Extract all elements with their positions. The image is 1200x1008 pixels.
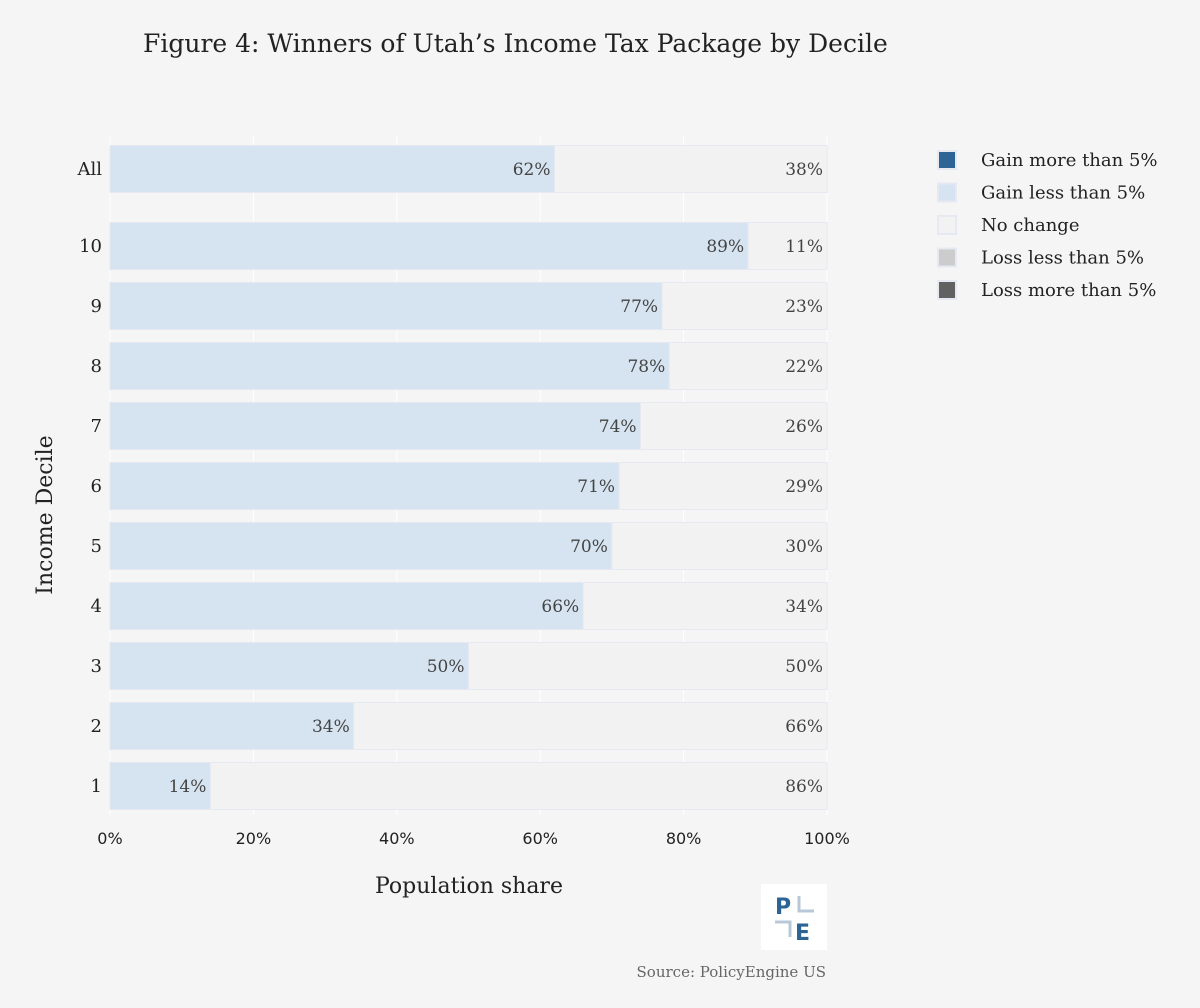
x-tick-label-3: 60% [522, 829, 558, 848]
category-label-8: 8 [91, 356, 102, 377]
legend-swatch-3 [937, 247, 957, 268]
bar-1-series-2 [209, 762, 828, 810]
x-tick-label-0: 0% [97, 829, 122, 848]
bar-7-series-2 [640, 402, 828, 450]
legend-swatch-2 [937, 215, 957, 235]
category-label-5: 5 [91, 536, 102, 557]
gain-label-9: 77% [620, 297, 658, 317]
legend-swatch-4 [937, 280, 957, 300]
bar-4-series-2 [582, 582, 828, 630]
bar-1-series-1 [109, 762, 211, 810]
legend-label-1: Gain less than 5% [981, 183, 1145, 204]
x-tick-label-5: 100% [804, 829, 850, 848]
gain-label-2: 34% [312, 717, 350, 737]
gain-label-6: 71% [577, 477, 615, 497]
bar-8-series-2 [668, 342, 828, 390]
gain-label-7: 74% [599, 417, 637, 437]
bar-4-series-1 [109, 582, 584, 630]
nochange-label-8: 22% [785, 357, 823, 377]
bar-10-series-2 [747, 222, 828, 270]
gain-label-5: 70% [570, 537, 608, 557]
x-tick-label-2: 40% [379, 829, 415, 848]
nochange-label-9: 23% [785, 297, 823, 317]
labels-layer: 62% 38% 89% 11% 77% 23% 78% 22% 74% 26% 71% 29% 70% 3… [169, 160, 823, 797]
category-label-1: 1 [91, 776, 102, 797]
bar-All-series-1 [109, 145, 556, 193]
x-axis-title: Population share [375, 874, 563, 899]
logo-letter-p: P [775, 895, 791, 920]
category-label-6: 6 [91, 476, 102, 497]
legend-label-4: Loss more than 5% [981, 280, 1156, 301]
logo-letter-e: E [795, 921, 810, 946]
bar-5-series-2 [611, 522, 828, 570]
bars-layer [109, 145, 828, 810]
x-tick-label-1: 20% [236, 829, 272, 848]
bar-2-series-2 [353, 702, 828, 750]
nochange-label-3: 50% [785, 657, 823, 677]
bar-5-series-1 [109, 522, 613, 570]
gain-label-1: 14% [169, 777, 207, 797]
logo-background [761, 884, 827, 950]
nochange-label-4: 34% [785, 597, 823, 617]
source-note: Source: PolicyEngine US [637, 963, 826, 981]
category-label-9: 9 [91, 296, 102, 317]
gain-label-10: 89% [706, 237, 744, 257]
category-label-All: All [76, 159, 102, 180]
category-label-4: 4 [91, 596, 102, 617]
category-label-3: 3 [91, 656, 102, 677]
bar-3-series-2 [468, 642, 828, 690]
legend-swatch-0 [937, 150, 957, 170]
logo-corner-bottom [775, 920, 792, 937]
legend-label-3: Loss less than 5% [981, 248, 1144, 269]
bar-All-series-2 [554, 145, 828, 193]
policyengine-logo: P E [761, 884, 827, 950]
nochange-label-2: 66% [785, 717, 823, 737]
legend-swatch-1 [937, 182, 957, 203]
nochange-label-5: 30% [785, 537, 823, 557]
nochange-label-6: 29% [785, 477, 823, 497]
legend-label-0: Gain more than 5% [981, 150, 1158, 171]
nochange-label-1: 86% [785, 777, 823, 797]
nochange-label-All: 38% [785, 160, 823, 180]
gain-label-4: 66% [541, 597, 579, 617]
y-axis-title: Income Decile [33, 435, 58, 594]
axis-layer: All 10 9 8 7 6 5 4 3 2 1 0% 20% 40% 60% 80% 100% [76, 159, 849, 848]
nochange-label-7: 26% [785, 417, 823, 437]
bar-6-series-1 [109, 462, 620, 510]
gain-label-All: 62% [513, 160, 551, 180]
bar-3-series-1 [109, 642, 469, 690]
nochange-label-10: 11% [785, 237, 823, 257]
legend-label-2: No change [981, 215, 1079, 236]
gain-label-3: 50% [427, 657, 465, 677]
bar-10-series-1 [109, 222, 749, 270]
bar-7-series-1 [109, 402, 642, 450]
chart-title: Figure 4: Winners of Utah’s Income Tax P… [143, 29, 888, 58]
gain-label-8: 78% [627, 357, 665, 377]
bar-9-series-1 [109, 282, 663, 330]
category-label-10: 10 [79, 236, 102, 257]
logo-corner-top [797, 896, 814, 913]
x-tick-label-4: 80% [666, 829, 702, 848]
category-label-2: 2 [91, 716, 102, 737]
bar-9-series-2 [661, 282, 828, 330]
legend: Gain more than 5% Gain less than 5% No cha… [937, 150, 1158, 301]
bar-6-series-2 [618, 462, 828, 510]
category-label-7: 7 [91, 416, 102, 437]
bar-8-series-1 [109, 342, 670, 390]
